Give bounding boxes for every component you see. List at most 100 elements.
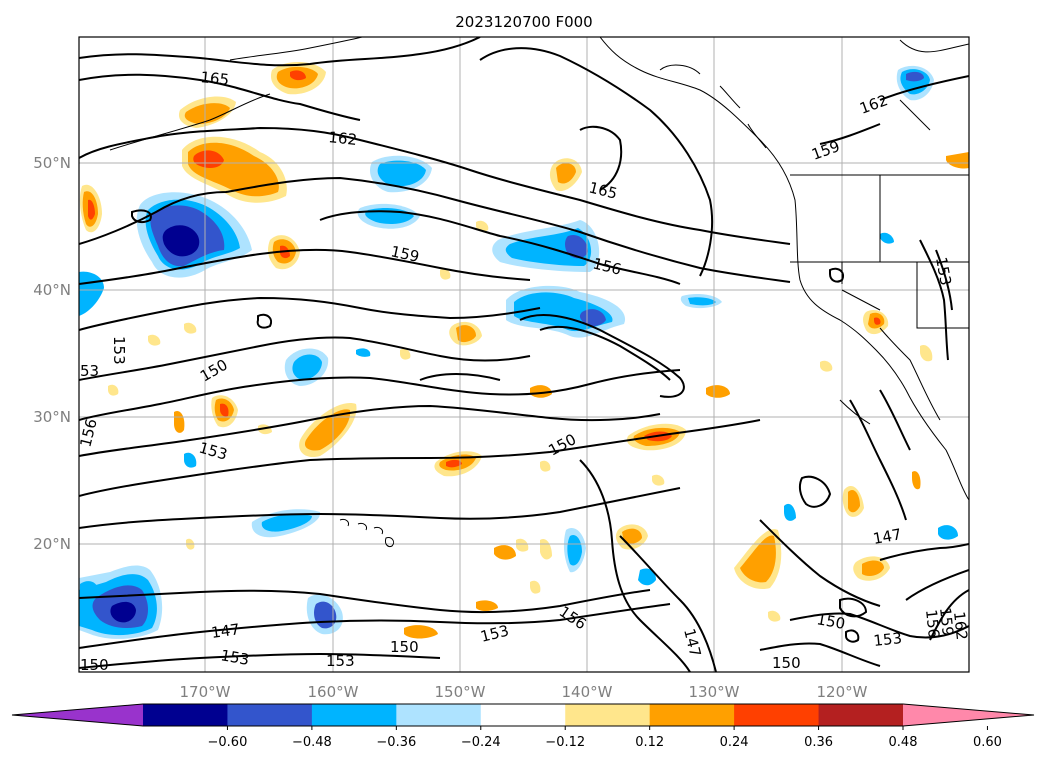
warm-region — [946, 152, 969, 169]
contour-label: 153 — [932, 256, 955, 287]
warm-region — [706, 385, 730, 398]
blue-region — [688, 297, 716, 306]
blue-region — [784, 503, 796, 521]
blue-region — [906, 71, 924, 82]
warm-region — [193, 150, 224, 168]
map-panel: 165 162 165 162 159 159 156 153 153 150 … — [78, 36, 970, 674]
blue-region — [567, 534, 582, 566]
blue-region — [638, 568, 656, 586]
contour-label: 153 — [219, 646, 250, 669]
colorbar-tick-label: 0.36 — [804, 735, 833, 750]
blue-region — [377, 160, 426, 187]
warm-region — [108, 384, 119, 396]
warm-region — [920, 344, 933, 362]
warm-region — [148, 334, 161, 346]
colorbar-outline — [11, 703, 1035, 727]
anomaly-fills — [79, 61, 969, 639]
warm-region — [440, 268, 451, 280]
contour-label: 153 — [110, 336, 128, 365]
contour-label: 159 — [389, 242, 421, 266]
lon-label: 130°W — [689, 683, 740, 701]
colorbar-tick-label: 0.24 — [720, 735, 749, 750]
coastlines — [109, 37, 969, 501]
graticule — [79, 37, 969, 672]
contour-label: 162 — [328, 128, 358, 149]
warm-region — [400, 348, 411, 360]
warm-region — [404, 625, 438, 639]
warm-region — [540, 460, 551, 472]
warm-region — [768, 610, 781, 622]
warm-region — [556, 163, 576, 184]
lat-label: 40°N — [33, 281, 71, 299]
warm-region — [530, 580, 541, 594]
colorbar-segment — [396, 704, 482, 726]
colorbar-segment — [649, 704, 735, 726]
colorbar-tick-label: 0.60 — [973, 735, 1002, 750]
contour-label: 150 — [815, 610, 846, 633]
lat-label: 30°N — [33, 408, 71, 426]
lon-label: 140°W — [562, 683, 613, 701]
colorbar-extend-low — [12, 704, 143, 726]
warm-region — [184, 322, 197, 334]
warm-region — [530, 385, 552, 398]
colorbar-segment — [734, 704, 820, 726]
warm-region — [912, 471, 921, 490]
blue-region — [938, 525, 958, 540]
colorbar-tick-label: −0.36 — [376, 735, 416, 750]
warm-region — [874, 317, 881, 325]
warm-region — [174, 410, 185, 433]
colorbar-tick-label: 0.48 — [889, 735, 918, 750]
colorbar-segment — [143, 704, 228, 726]
blue-region — [579, 309, 606, 327]
lon-label: 170°W — [180, 683, 231, 701]
height-contours — [79, 37, 969, 672]
lat-label: 50°N — [33, 154, 71, 172]
blue-region — [292, 354, 322, 380]
contour-label: 156 — [922, 609, 943, 639]
contour-label: 159 — [936, 607, 957, 637]
colorbar: −0.60 −0.48 −0.36 −0.24 −0.12 0.12 0.24 0.36 0.4… — [11, 703, 1035, 750]
blue-region — [565, 234, 588, 259]
warm-region — [740, 535, 776, 583]
lon-label: 160°W — [308, 683, 359, 701]
blue-region — [880, 232, 894, 244]
warm-region — [848, 489, 860, 513]
warm-region — [304, 409, 351, 451]
longitude-labels: 170°W 160°W 150°W 140°W 130°W 120°W — [180, 683, 868, 701]
contour-label: 150 — [390, 638, 419, 656]
colorbar-segment — [311, 704, 397, 726]
blue-region — [162, 225, 200, 257]
colorbar-tick-label: 0.12 — [635, 735, 664, 750]
warm-region — [622, 528, 642, 545]
warm-region — [476, 600, 498, 611]
blue-region — [356, 348, 371, 357]
warm-region — [494, 545, 516, 560]
colorbar-segment — [480, 704, 566, 726]
contour-label: 150 — [80, 656, 109, 674]
lon-label: 150°W — [435, 683, 486, 701]
warm-region — [184, 103, 230, 124]
contour-label: 165 — [200, 68, 230, 89]
warm-region — [220, 403, 229, 417]
colorbar-segment — [227, 704, 313, 726]
contour-label: 53 — [80, 362, 99, 380]
hawaiian-islands — [339, 519, 395, 547]
map-frame — [78, 36, 970, 673]
blue-region — [184, 452, 197, 468]
warm-region — [652, 474, 665, 486]
warm-region — [862, 560, 884, 576]
colorbar-tick-label: −0.48 — [292, 735, 332, 750]
contour-label: 147 — [210, 620, 241, 642]
contour-label: 153 — [873, 629, 903, 650]
warm-region — [516, 538, 529, 552]
warm-region — [446, 459, 462, 468]
warm-region — [456, 325, 476, 343]
contour-label: 150 — [772, 654, 801, 672]
colorbar-segment — [565, 704, 651, 726]
lon-label: 120°W — [817, 683, 868, 701]
contour-label: 147 — [872, 525, 903, 548]
warm-region — [290, 70, 306, 81]
colorbar-tick-label: −0.24 — [461, 735, 501, 750]
contour-label: 153 — [326, 652, 355, 670]
